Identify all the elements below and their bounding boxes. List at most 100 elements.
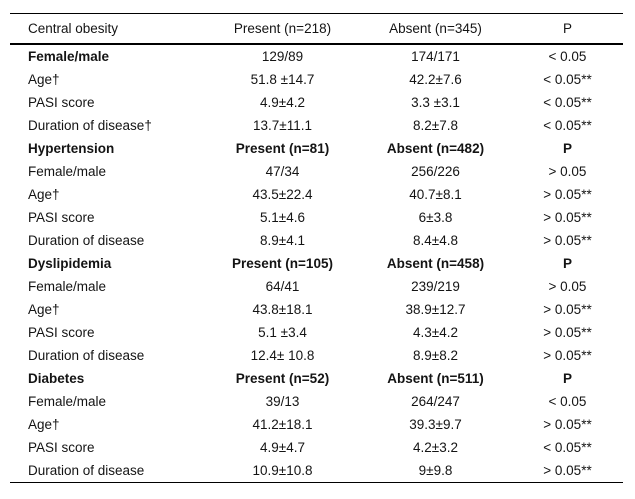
- absent-value: Absent (n=458): [386, 256, 485, 271]
- header-p: P: [512, 13, 623, 45]
- table-row: Age† 51.8 ±14.7 42.2±7.6 < 0.05**: [10, 68, 623, 91]
- header-row: Central obesity Present (n=218) Absent (…: [10, 13, 623, 45]
- p-value: P: [562, 141, 572, 156]
- table-row: Age† 41.2±18.1 39.3±9.7 > 0.05**: [10, 413, 623, 436]
- table-row: Age† 43.8±18.1 38.9±12.7 > 0.05**: [10, 298, 623, 321]
- p-value: < 0.05: [548, 394, 587, 409]
- present-value: Present (n=81): [235, 141, 330, 156]
- row-label: Female/male: [28, 279, 107, 294]
- p-value: > 0.05**: [543, 187, 592, 202]
- p-value: > 0.05: [548, 164, 587, 179]
- table-row: Female/male 39/13 264/247 < 0.05: [10, 390, 623, 413]
- present-value: 4.9±4.2: [260, 95, 305, 110]
- present-value: 64/41: [265, 279, 300, 294]
- row-label: Female/male: [28, 394, 107, 409]
- row-label: Diabetes: [28, 371, 85, 386]
- p-value: < 0.05**: [543, 118, 592, 133]
- present-value: 5.1 ±3.4: [258, 325, 307, 340]
- absent-value: 174/171: [411, 49, 460, 64]
- present-value: 39/13: [265, 394, 300, 409]
- section-header-row: Hypertension Present (n=81) Absent (n=482)…: [10, 137, 623, 160]
- absent-value: 42.2±7.6: [409, 72, 462, 87]
- absent-value: 8.4±4.8: [413, 233, 458, 248]
- p-value: > 0.05: [548, 279, 587, 294]
- table-row: Duration of disease† 13.7±11.1 8.2±7.8 < 0.…: [10, 114, 623, 137]
- section-header-row: Diabetes Present (n=52) Absent (n=511) P: [10, 367, 623, 390]
- present-value: 47/34: [265, 164, 300, 179]
- row-label: Female/male: [28, 49, 110, 64]
- absent-value: 4.3±4.2: [413, 325, 458, 340]
- table-row: Duration of disease 12.4± 10.8 8.9±8.2 > 0.…: [10, 344, 623, 367]
- row-label: Duration of disease: [28, 233, 145, 248]
- present-value: 12.4± 10.8: [250, 348, 315, 363]
- p-value: < 0.05**: [543, 440, 592, 455]
- row-label: Age†: [28, 417, 60, 432]
- present-value: 5.1±4.6: [260, 210, 305, 225]
- row-label: PASI score: [28, 95, 95, 110]
- absent-value: 8.2±7.8: [413, 118, 458, 133]
- p-value: P: [562, 256, 572, 271]
- present-value: 51.8 ±14.7: [250, 72, 315, 87]
- absent-value: 40.7±8.1: [409, 187, 462, 202]
- p-value: > 0.05**: [543, 463, 592, 478]
- p-value: > 0.05**: [543, 325, 592, 340]
- row-label: Duration of disease: [28, 348, 145, 363]
- table-row: PASI score 4.9±4.2 3.3 ±3.1 < 0.05**: [10, 91, 623, 114]
- absent-value: 239/219: [411, 279, 460, 294]
- p-value: < 0.05**: [543, 72, 592, 87]
- present-value: 10.9±10.8: [252, 463, 313, 478]
- table-row: Female/male 129/89 174/171 < 0.05: [10, 44, 623, 68]
- absent-value: 9±9.8: [418, 463, 453, 478]
- present-value: 8.9±4.1: [260, 233, 305, 248]
- comorbidity-table: Central obesity Present (n=218) Absent (…: [10, 13, 623, 483]
- present-value: 43.5±22.4: [252, 187, 313, 202]
- absent-value: 39.3±9.7: [409, 417, 462, 432]
- present-value: 129/89: [261, 49, 304, 64]
- table-row: Age† 43.5±22.4 40.7±8.1 > 0.05**: [10, 183, 623, 206]
- absent-value: 3.3 ±3.1: [411, 95, 460, 110]
- absent-value: 6±3.8: [418, 210, 453, 225]
- row-label: Female/male: [28, 164, 107, 179]
- table-row: Female/male 64/41 239/219 > 0.05: [10, 275, 623, 298]
- p-value: > 0.05**: [543, 348, 592, 363]
- table-header: Central obesity Present (n=218) Absent (…: [10, 13, 623, 45]
- p-value: > 0.05**: [543, 417, 592, 432]
- row-label: Age†: [28, 72, 60, 87]
- table-row: PASI score 5.1 ±3.4 4.3±4.2 > 0.05**: [10, 321, 623, 344]
- p-value: > 0.05**: [543, 210, 592, 225]
- header-absent: Absent (n=345): [359, 13, 512, 45]
- row-label: Duration of disease: [28, 463, 145, 478]
- row-label: Dyslipidemia: [28, 256, 112, 271]
- table-row: Female/male 47/34 256/226 > 0.05: [10, 160, 623, 183]
- absent-value: 8.9±8.2: [413, 348, 458, 363]
- p-value: > 0.05**: [543, 233, 592, 248]
- row-label: PASI score: [28, 210, 95, 225]
- row-label: Hypertension: [28, 141, 115, 156]
- absent-value: 4.2±3.2: [413, 440, 458, 455]
- p-value: P: [562, 371, 572, 386]
- row-label: Duration of disease†: [28, 118, 152, 133]
- row-label: PASI score: [28, 325, 95, 340]
- row-label: PASI score: [28, 440, 95, 455]
- table-row: PASI score 4.9±4.7 4.2±3.2 < 0.05**: [10, 436, 623, 459]
- row-label: Age†: [28, 302, 60, 317]
- p-value: < 0.05**: [543, 95, 592, 110]
- table-row: PASI score 5.1±4.6 6±3.8 > 0.05**: [10, 206, 623, 229]
- table-row: Duration of disease 8.9±4.1 8.4±4.8 > 0.05*…: [10, 229, 623, 252]
- header-central-obesity: Central obesity: [10, 13, 206, 45]
- present-value: 41.2±18.1: [252, 417, 313, 432]
- present-value: 4.9±4.7: [260, 440, 305, 455]
- absent-value: Absent (n=511): [387, 371, 484, 386]
- absent-value: Absent (n=482): [386, 141, 485, 156]
- p-value: > 0.05**: [543, 302, 592, 317]
- present-value: 43.8±18.1: [252, 302, 313, 317]
- table-row: Duration of disease 10.9±10.8 9±9.8 > 0.05*…: [10, 459, 623, 483]
- absent-value: 264/247: [411, 394, 460, 409]
- row-label: Age†: [28, 187, 60, 202]
- absent-value: 256/226: [411, 164, 460, 179]
- absent-value: 38.9±12.7: [405, 302, 466, 317]
- p-value: < 0.05: [548, 49, 587, 64]
- present-value: Present (n=52): [235, 371, 330, 386]
- section-header-row: Dyslipidemia Present (n=105) Absent (n=458…: [10, 252, 623, 275]
